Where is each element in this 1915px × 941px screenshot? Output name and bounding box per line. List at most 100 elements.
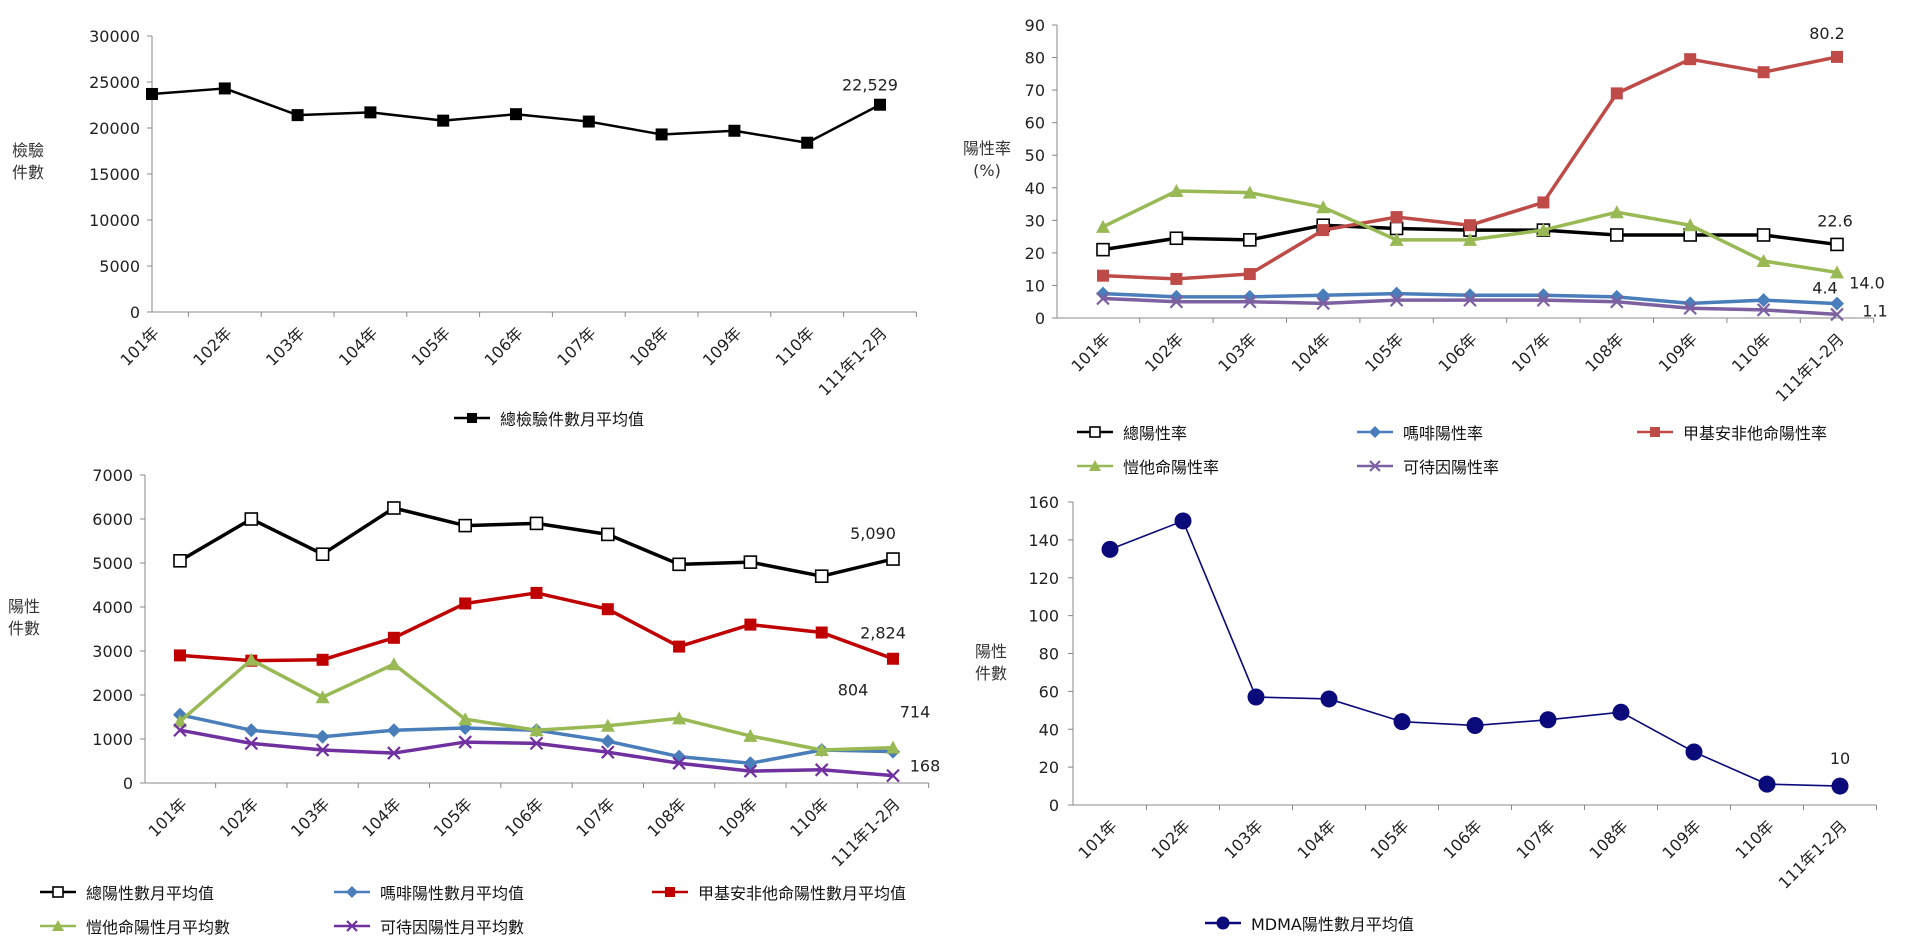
data-point: [815, 626, 828, 639]
data-point: [458, 518, 473, 533]
y-tick-label: 140: [1028, 531, 1059, 550]
legend-marker: [346, 920, 358, 932]
data-point: [1831, 50, 1843, 63]
data-point: [386, 723, 401, 738]
data-label: 804: [838, 681, 869, 700]
legend-label: 愷他命陽性率: [1123, 458, 1220, 475]
data-point: [601, 603, 614, 616]
data-point: [1243, 294, 1257, 309]
data-point: [1390, 211, 1403, 224]
legend-swatch: [334, 886, 370, 898]
data-point: [1389, 293, 1404, 307]
y-tick-label: 80: [1039, 645, 1059, 664]
data-point: [1830, 307, 1844, 322]
data-point: [1830, 265, 1844, 279]
data-point: [874, 98, 886, 111]
data-point: [1830, 237, 1844, 252]
data-point: [1170, 272, 1183, 285]
legend-swatch: [334, 920, 370, 932]
legend-marker: [1650, 427, 1660, 437]
data-point: [173, 554, 187, 568]
legend-label: 嗎啡陽性數月平均值: [380, 884, 525, 903]
series--: 2,824: [174, 586, 906, 667]
data-point: [673, 640, 686, 653]
legend-label: MDMA陽性數月平均值: [1251, 915, 1414, 934]
y-tick-label: 20000: [89, 119, 140, 138]
legend-item: 嗎啡陽性率: [1355, 420, 1483, 444]
data-label: 714: [900, 703, 931, 722]
data-point: [1536, 293, 1551, 307]
data-point: [1464, 219, 1476, 232]
series--: 5,090: [173, 501, 900, 583]
data-point: [244, 723, 259, 738]
y-tick-label: 1000: [92, 730, 133, 749]
data-point: [529, 736, 544, 751]
y-tick-label: 0: [1049, 796, 1059, 815]
y-tick-label: 25000: [89, 73, 140, 92]
data-point: [1169, 294, 1184, 309]
y-tick-label: 20: [1039, 758, 1059, 777]
data-point: [1169, 184, 1184, 198]
data-label: 80.2: [1809, 24, 1845, 43]
data-point: [1096, 219, 1110, 233]
data-point: [291, 109, 304, 122]
y-tick-label: 2000: [92, 686, 133, 705]
data-point: [1320, 690, 1338, 708]
y-tick-label: 4000: [92, 598, 133, 617]
data-label: 168: [910, 757, 941, 776]
data-point: [1830, 296, 1844, 311]
data-point: [886, 768, 900, 783]
chart-positive-counts: 0 1000 2000 3000 4000 5000 6000 7000 101年 102年 103…: [0, 460, 955, 941]
legend: MDMA陽性數月平均值: [955, 475, 1915, 941]
data-point: [387, 501, 401, 515]
legend-label: 可待因陽性率: [1403, 458, 1500, 475]
chart-total-tests: 0 5000 10000 15000 20000 25000 30000 101年 102年 10…: [0, 0, 955, 445]
data-point: [672, 711, 687, 725]
data-point: [1756, 293, 1771, 308]
legend-item: 總陽性數月平均值: [38, 880, 214, 904]
data-label: 2,824: [860, 624, 906, 643]
legend-label: 嗎啡陽性率: [1403, 424, 1484, 443]
data-point: [744, 618, 757, 631]
data-point: [1101, 540, 1119, 558]
data-point: [458, 735, 472, 749]
legend-marker: [52, 920, 64, 931]
y-tick-label: 90: [1025, 16, 1045, 35]
data-point: [1463, 232, 1477, 246]
data-point: [1539, 711, 1557, 729]
data-point: [655, 128, 668, 141]
y-tick-label: 15000: [89, 165, 140, 184]
data-point: [218, 82, 231, 95]
data-point: [1758, 775, 1776, 793]
legend-label: 總陽性數月平均值: [86, 884, 215, 903]
legend: 總檢驗件數月平均值: [0, 0, 955, 445]
series--: 168: [173, 723, 941, 783]
data-point: [1757, 66, 1770, 79]
data-point: [315, 690, 330, 704]
series--: 1.1: [1096, 291, 1888, 322]
y-tick-label: 10000: [89, 211, 140, 230]
legend-marker: [665, 887, 675, 897]
legend-swatch: [40, 886, 76, 898]
legend-item: 可待因陽性月平均數: [332, 914, 524, 938]
data-label: 5,090: [850, 524, 896, 543]
data-point: [1609, 228, 1624, 242]
data-point: [244, 736, 259, 751]
legend-swatch: [1637, 427, 1673, 437]
data-point: [600, 734, 615, 749]
data-point: [743, 728, 758, 742]
data-point: [814, 743, 829, 756]
chart-positive-rate: 0 10 20 30 40 50 60 70 80 90 101年 102年 103年 104年 105年 1…: [955, 0, 1915, 475]
legend-item: 嗎啡陽性數月平均值: [332, 880, 524, 904]
data-point: [458, 712, 473, 726]
data-point: [1316, 200, 1331, 214]
data-point: [1610, 87, 1623, 100]
data-point: [1756, 254, 1771, 268]
series--: 22,529: [146, 76, 898, 149]
data-point: [1316, 296, 1330, 311]
data-point: [1243, 268, 1256, 281]
data-point: [1612, 703, 1630, 721]
data-point: [1169, 231, 1184, 246]
series--: 80.2: [1097, 24, 1845, 285]
